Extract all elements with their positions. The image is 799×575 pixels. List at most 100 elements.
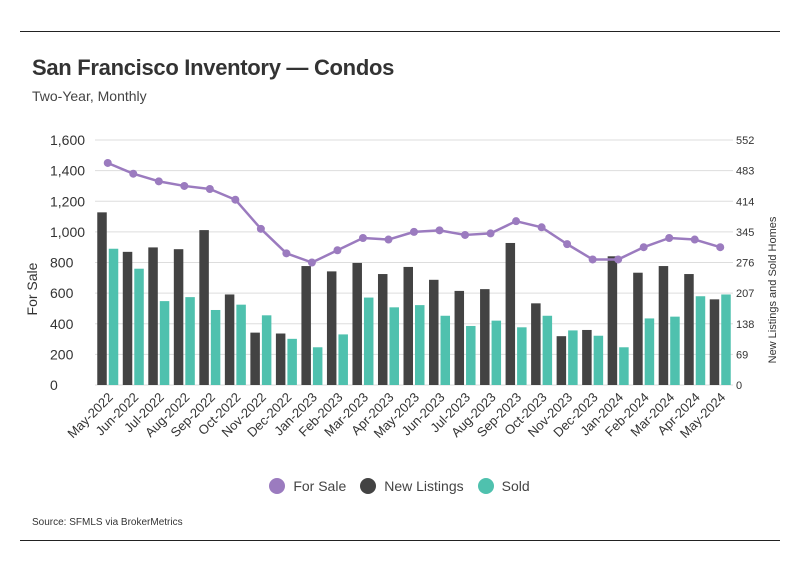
right-y-tick-label: 276 — [736, 258, 754, 270]
for-sale-point — [486, 229, 495, 238]
new-listings-bar — [122, 251, 133, 385]
sold-bar — [542, 315, 553, 385]
right-y-tick-label: 69 — [736, 349, 748, 361]
sold-bar — [338, 334, 348, 385]
chart-subtitle: Two-Year, Monthly — [32, 88, 147, 104]
left-axis-ticks: 0 200 400 600 800 1,000 1,200 1,400 1,600 — [50, 132, 85, 393]
sold-bar — [312, 347, 323, 385]
for-sale-point — [665, 234, 674, 242]
for-sale-point — [537, 223, 546, 232]
sold-bar — [670, 316, 680, 385]
sold-bar — [210, 309, 221, 385]
new-listings-bar — [505, 242, 516, 385]
sold-bar — [236, 304, 246, 385]
new-listings-bar — [301, 266, 311, 385]
sold-bar — [491, 320, 502, 385]
for-sale-point — [563, 240, 572, 249]
legend-item-sold[interactable]: Sold — [477, 478, 530, 494]
y-tick-label: 1,400 — [50, 163, 85, 179]
sold-bar — [440, 315, 451, 385]
right-y-tick-label: 552 — [736, 135, 754, 147]
x-axis-ticks: May-2022Jun-2022Jul-2022Aug-2022Sep-2022… — [64, 390, 728, 441]
for-sale-point — [716, 243, 725, 252]
sold-bar — [644, 318, 655, 385]
legend-label-new-listings: New Listings — [384, 478, 464, 494]
for-sale-point — [282, 249, 291, 258]
new-listings-bar — [199, 230, 209, 385]
new-listings-bar — [429, 279, 439, 385]
sold-bar — [568, 330, 578, 385]
right-y-tick-label: 0 — [736, 380, 742, 392]
y-tick-label: 1,600 — [50, 132, 85, 148]
legend-label-sold: Sold — [501, 478, 530, 494]
new-listings-bar — [454, 290, 465, 385]
sold-bar — [159, 301, 170, 385]
for-sale-point — [307, 258, 316, 267]
new-listings-bar — [275, 333, 286, 385]
new-listings-bar — [352, 262, 362, 385]
sold-bar — [287, 338, 297, 385]
for-sale-point — [410, 227, 418, 236]
sold-bar — [185, 297, 195, 385]
y-tick-label: 400 — [50, 316, 74, 332]
new-listings-bar — [148, 247, 158, 385]
for-sale-point — [384, 235, 393, 244]
sold-bar — [261, 315, 272, 385]
new-listings-bar — [326, 271, 337, 385]
sold-bar — [695, 296, 706, 385]
chart-title: San Francisco Inventory — Condos — [32, 55, 395, 80]
right-y-tick-label: 345 — [736, 227, 754, 239]
right-y-tick-label: 207 — [736, 288, 754, 300]
new-listings-bar — [403, 266, 413, 385]
for-sale-swatch-icon — [269, 478, 286, 494]
for-sale-point — [358, 234, 367, 242]
y-tick-label: 800 — [50, 255, 74, 271]
right-y-axis-label: New Listings and Sold Homes — [767, 216, 779, 363]
legend-label-for-sale: For Sale — [293, 478, 347, 494]
bottom-rule — [20, 540, 780, 541]
legend-item-for-sale[interactable]: For Sale — [269, 478, 346, 494]
y-tick-label: 0 — [50, 377, 58, 393]
new-listings-bar — [658, 266, 669, 385]
sold-bar — [108, 248, 119, 385]
new-listings-bar — [480, 289, 490, 385]
sold-bar — [134, 268, 144, 385]
legend-item-new-listings[interactable]: New Listings — [360, 478, 464, 494]
y-tick-label: 600 — [50, 285, 74, 301]
for-sale-line — [103, 158, 725, 267]
new-listings-bar — [531, 303, 541, 385]
for-sale-point — [154, 177, 163, 186]
for-sale-point — [103, 158, 112, 167]
right-axis-ticks: 0 69 138 207 276 345 414 483 552 — [736, 135, 754, 392]
new-listings-swatch-icon — [360, 478, 377, 494]
sold-bar — [389, 307, 399, 385]
sold-bar — [619, 347, 629, 385]
for-sale-point — [461, 230, 470, 239]
for-sale-point — [205, 185, 214, 193]
right-y-tick-label: 138 — [736, 319, 754, 331]
right-y-tick-label: 414 — [736, 196, 754, 208]
sold-bar — [363, 297, 374, 385]
new-listings-bar — [582, 329, 592, 385]
new-listings-bar — [607, 256, 618, 385]
sold-bar — [593, 335, 604, 385]
for-sale-point — [512, 217, 521, 226]
y-tick-label: 200 — [50, 346, 74, 362]
for-sale-point — [129, 169, 138, 178]
for-sale-point — [256, 224, 265, 233]
sold-bar — [466, 325, 476, 385]
new-listings-bar — [684, 274, 694, 385]
sold-bar — [517, 327, 527, 385]
y-tick-label: 1,200 — [50, 193, 85, 209]
new-listings-bar — [250, 332, 260, 385]
top-rule — [20, 31, 780, 32]
new-listings-bar — [556, 336, 567, 385]
sold-bar — [415, 305, 425, 385]
for-sale-point — [180, 181, 189, 190]
for-sale-point — [639, 243, 648, 252]
new-listings-bar — [97, 212, 107, 385]
new-listings-bar — [709, 299, 720, 385]
y-tick-label: 1,000 — [50, 224, 85, 240]
new-listings-bar — [224, 294, 235, 385]
